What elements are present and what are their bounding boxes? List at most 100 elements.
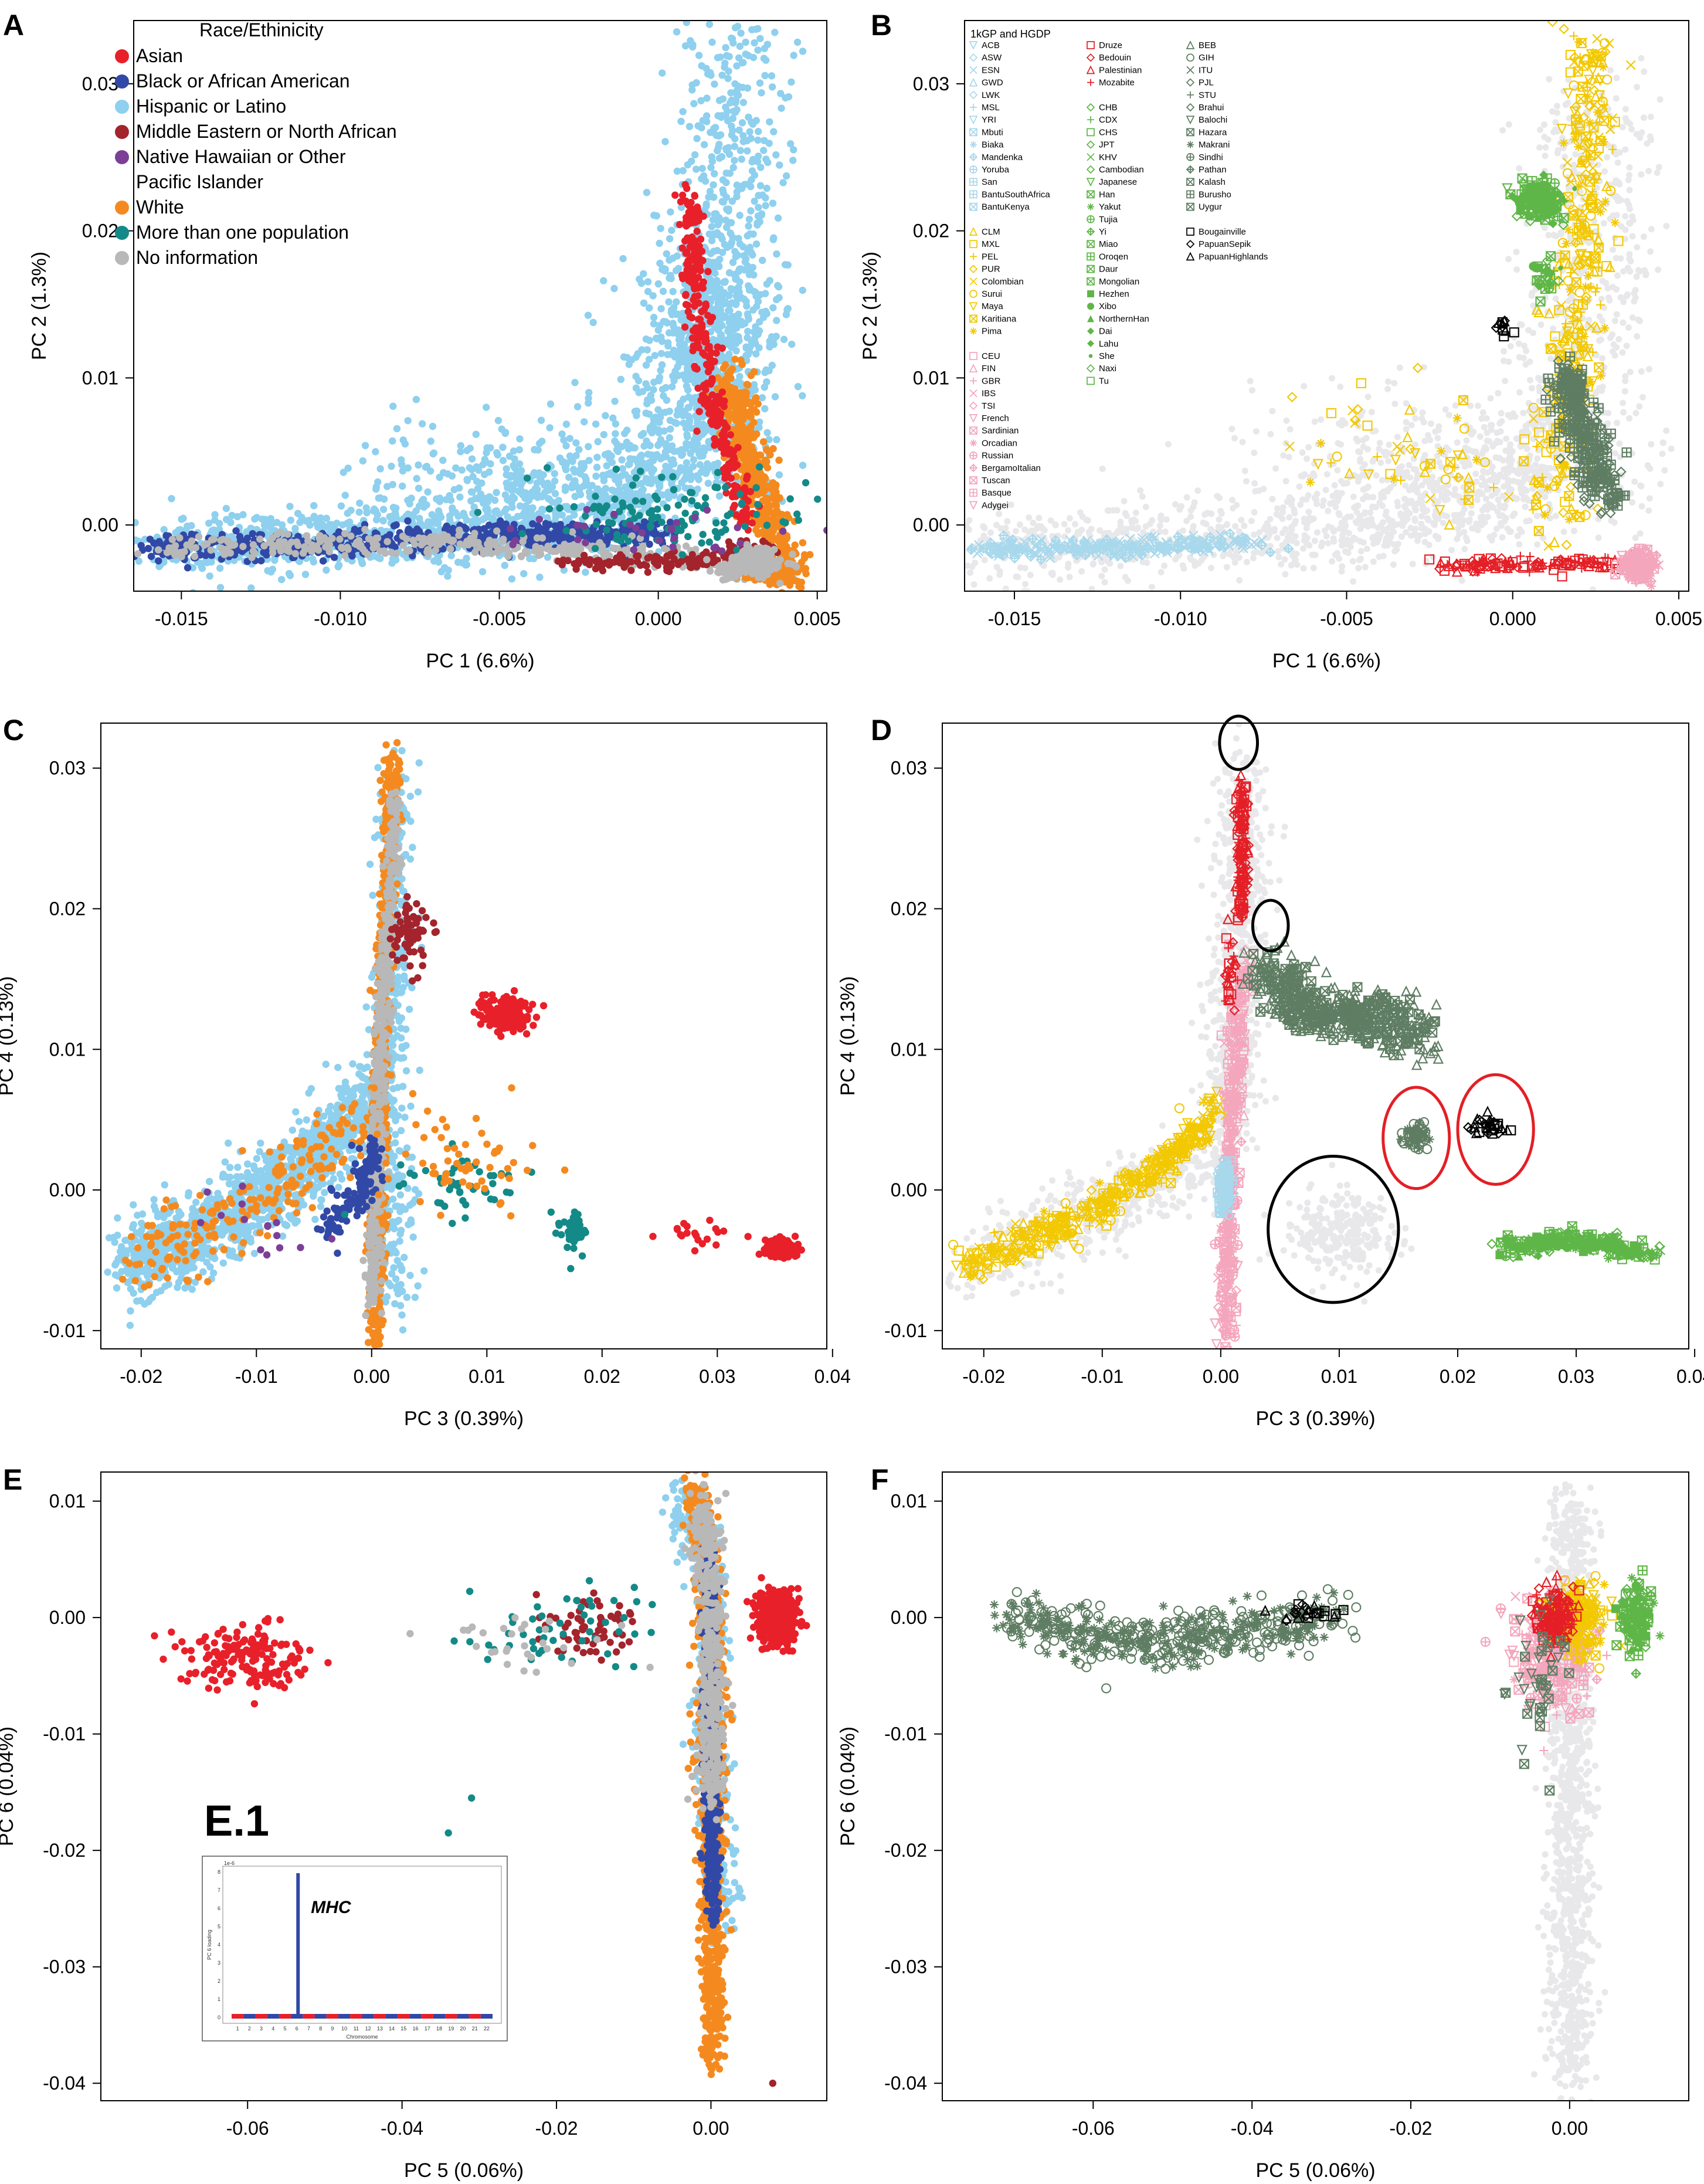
data-point: [677, 117, 685, 126]
data-point: [787, 78, 795, 86]
data-point: [504, 552, 512, 560]
data-point: [656, 419, 663, 426]
data-point: [738, 500, 746, 508]
data-point: [380, 547, 388, 555]
data-point: [721, 277, 729, 286]
data-point: [691, 192, 698, 199]
data-point: [674, 501, 683, 509]
data-point: [373, 541, 381, 549]
data-point: [656, 259, 664, 267]
data-point: [687, 37, 694, 45]
data-point: [746, 413, 754, 421]
data-point: [303, 532, 311, 540]
data-point: [249, 530, 257, 538]
data-point: [793, 510, 801, 518]
data-point: [669, 543, 677, 551]
data-point: [600, 430, 608, 439]
data-point: [669, 473, 677, 481]
data-point: [690, 268, 698, 276]
data-point: [389, 514, 397, 521]
data-point: [693, 135, 701, 143]
data-point: [697, 97, 705, 104]
data-point: [482, 403, 490, 411]
data-point: [323, 514, 330, 523]
data-point: [673, 298, 680, 306]
data-point: [704, 267, 712, 276]
data-point: [721, 422, 729, 429]
data-point: [755, 192, 762, 199]
data-point: [603, 462, 610, 470]
data-point: [546, 400, 555, 408]
data-point: [738, 513, 746, 521]
data-point: [711, 435, 718, 443]
data-point: [188, 544, 196, 551]
data-point: [388, 548, 395, 557]
data-point: [694, 340, 701, 347]
data-point: [341, 530, 349, 537]
data-point: [463, 516, 471, 524]
data-point: [748, 561, 756, 569]
data-point: [752, 240, 761, 248]
data-point: [508, 503, 516, 511]
data-point: [134, 536, 140, 544]
data-point: [753, 511, 761, 518]
data-point: [713, 277, 721, 284]
data-point: [585, 443, 592, 450]
data-point: [144, 545, 152, 552]
data-point: [260, 542, 268, 550]
data-point: [280, 538, 288, 546]
data-point: [618, 552, 626, 561]
data-point: [776, 556, 784, 564]
data-point: [389, 402, 397, 410]
data-point: [728, 493, 736, 501]
data-point: [737, 29, 745, 37]
data-point: [642, 335, 650, 343]
data-point: [284, 530, 291, 538]
data-point: [641, 504, 649, 512]
data-point: [471, 515, 480, 523]
data-point: [678, 271, 686, 279]
data-point: [770, 128, 778, 135]
data-point: [463, 537, 471, 545]
data-point: [718, 198, 726, 206]
data-point: [593, 453, 601, 461]
data-point: [772, 333, 780, 340]
data-point: [761, 137, 768, 144]
data-point: [188, 522, 195, 530]
data-point: [215, 520, 223, 527]
data-point: [657, 225, 664, 232]
data-point: [694, 247, 702, 255]
data-point: [273, 530, 281, 538]
data-point: [698, 165, 706, 172]
data-point: [685, 202, 693, 209]
data-point: [667, 274, 675, 283]
data-point: [650, 211, 658, 219]
data-point: [688, 334, 697, 342]
data-point: [735, 235, 742, 242]
data-point: [744, 232, 751, 240]
data-point: [670, 486, 678, 494]
data-point: [233, 513, 242, 521]
data-point: [435, 558, 443, 566]
data-point: [444, 572, 452, 580]
data-point: [727, 89, 735, 97]
data-point: [494, 416, 503, 425]
data-point: [772, 502, 780, 510]
data-point: [624, 537, 633, 545]
data-point: [379, 506, 388, 513]
data-point: [413, 474, 420, 483]
data-point: [663, 396, 671, 404]
data-point: [586, 556, 594, 564]
data-point: [784, 559, 792, 568]
data-point: [196, 551, 204, 559]
data-point: [594, 438, 602, 446]
data-point: [277, 575, 286, 584]
data-point: [727, 240, 735, 249]
data-point: [746, 128, 753, 135]
data-point: [695, 331, 703, 339]
data-point: [432, 546, 440, 554]
data-point: [728, 299, 736, 307]
data-point: [573, 551, 581, 559]
data-point: [333, 519, 341, 527]
